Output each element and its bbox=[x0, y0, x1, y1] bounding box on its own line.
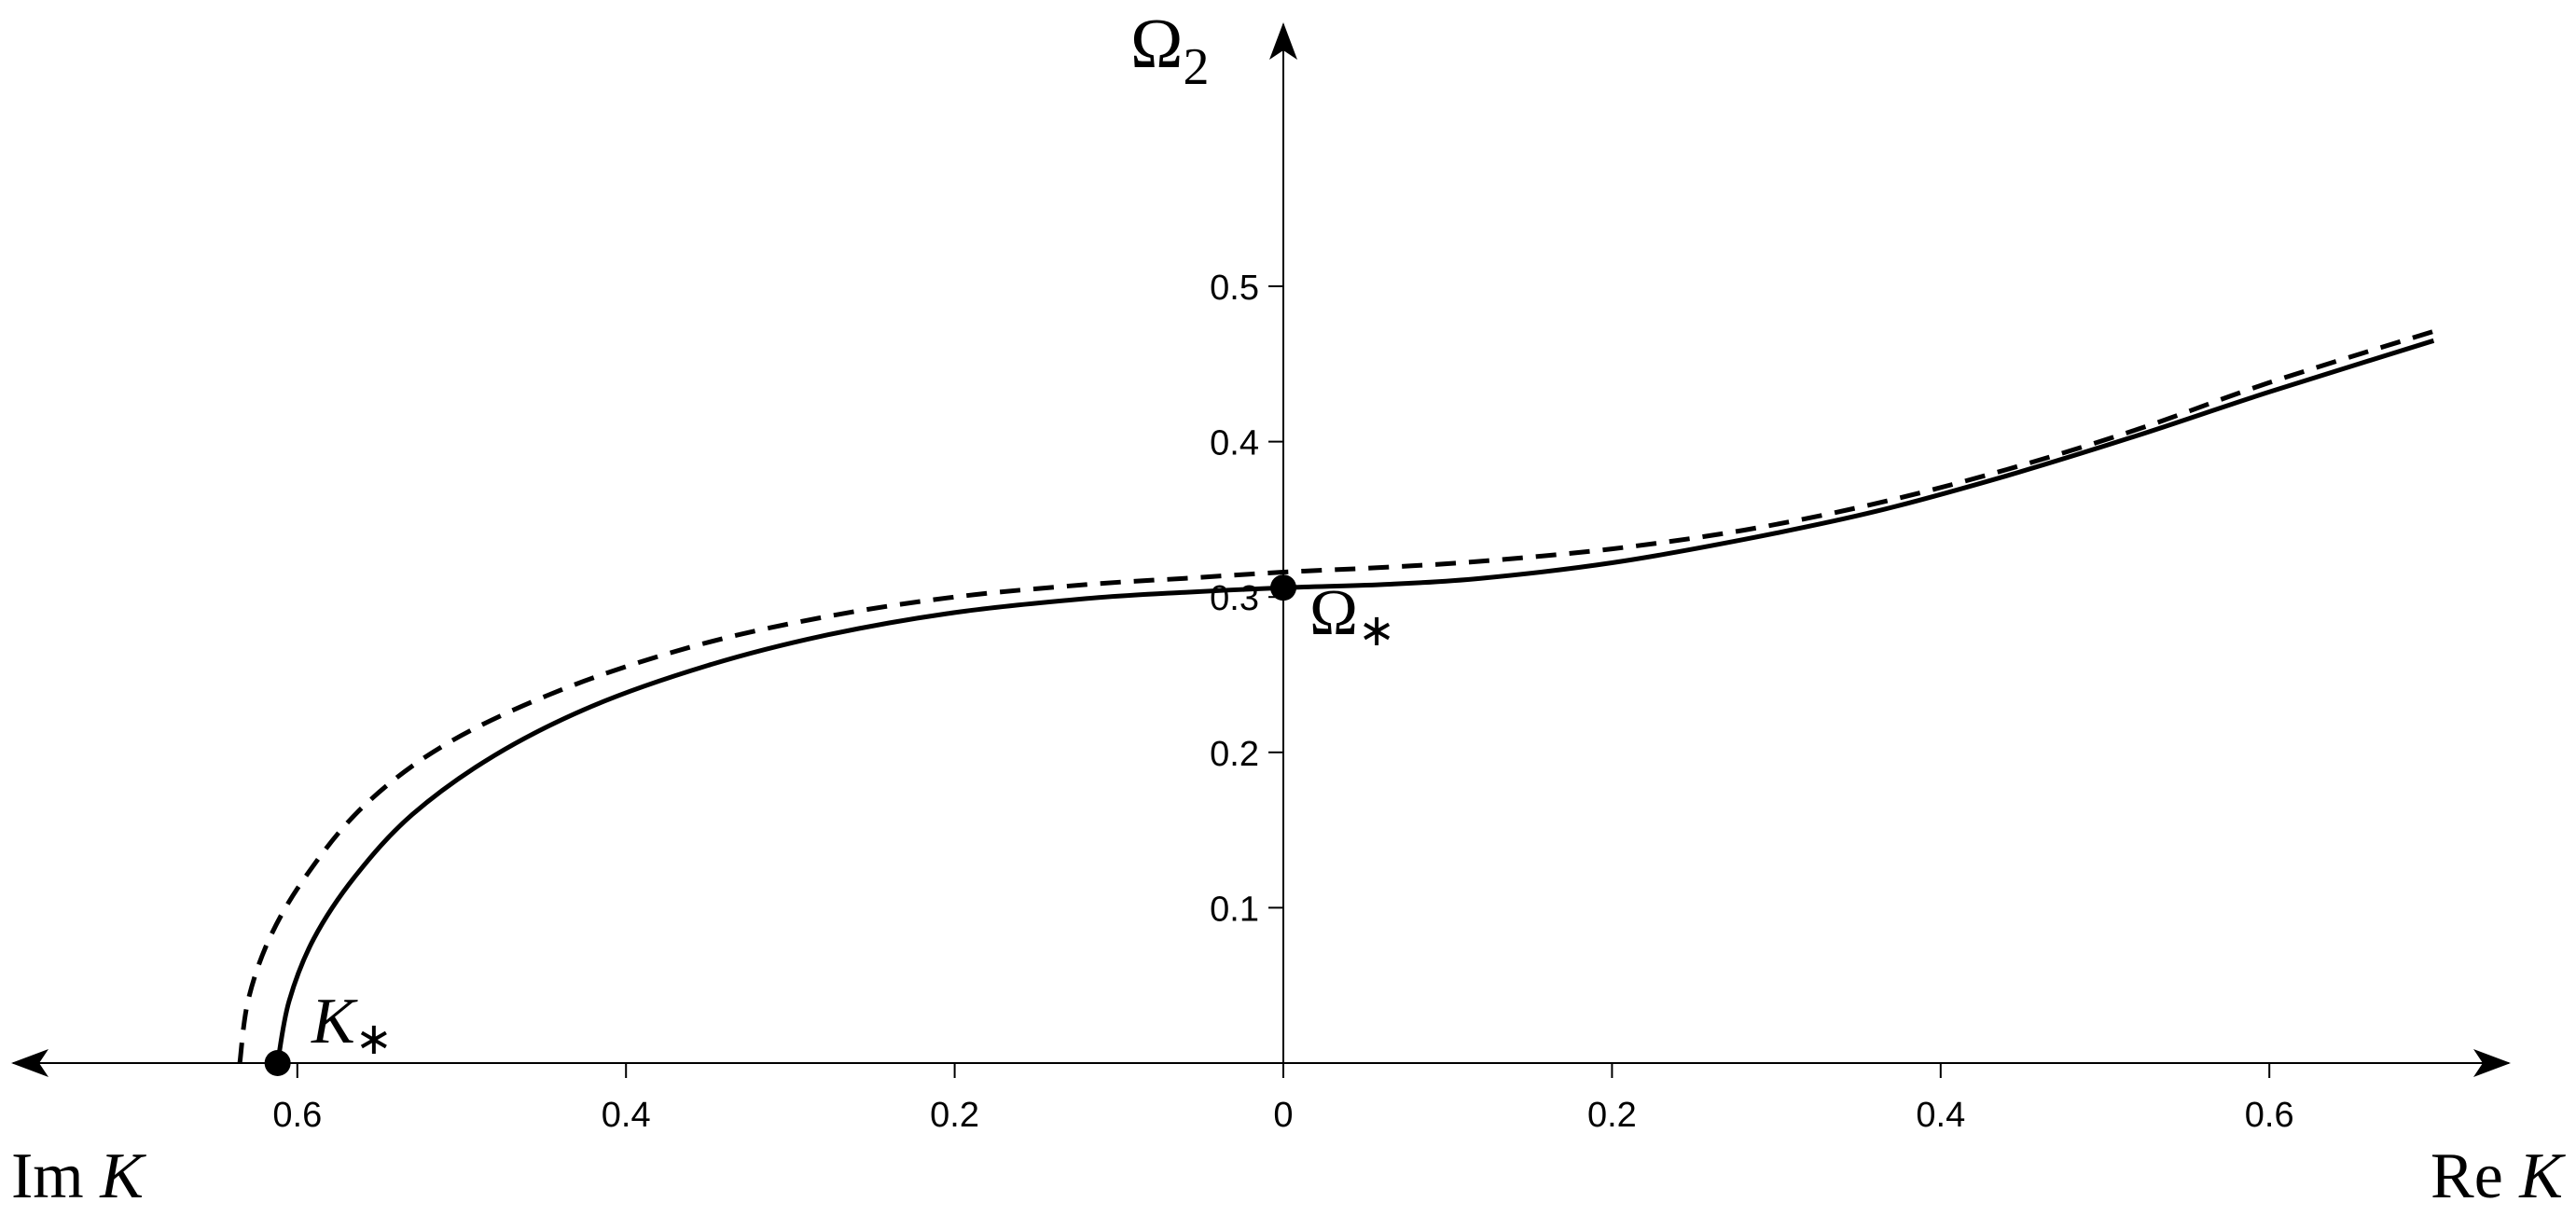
omega-star-label: Ω∗ bbox=[1309, 577, 1395, 656]
y-tick-label: 0.3 bbox=[1210, 579, 1259, 618]
y-tick-label: 0.2 bbox=[1210, 735, 1259, 774]
omega-star-point bbox=[1270, 574, 1296, 601]
y-tick-label: 0.5 bbox=[1210, 269, 1259, 308]
omega-star-symbol: Ω bbox=[1309, 577, 1358, 649]
dashed-curve bbox=[237, 328, 2435, 1064]
y-axis-label-symbol: Ω bbox=[1130, 5, 1183, 83]
x-tick-label: 0.6 bbox=[2245, 1096, 2294, 1135]
x-axis-ticks: 0.6 0.4 0.2 0 0.2 0.4 0.6 bbox=[272, 1063, 2294, 1135]
y-axis-label-subscript: 2 bbox=[1183, 38, 1209, 96]
y-tick-label: 0.4 bbox=[1210, 424, 1259, 463]
k-star-symbol: K bbox=[311, 986, 358, 1057]
omega-star-subscript: ∗ bbox=[1358, 606, 1395, 656]
x-tick-label: 0.4 bbox=[602, 1096, 651, 1135]
axes bbox=[11, 22, 2511, 1077]
marked-points bbox=[264, 574, 1296, 1076]
x-tick-label: 0.2 bbox=[1587, 1096, 1637, 1135]
y-tick-label: 0.1 bbox=[1210, 890, 1259, 929]
solid-curve bbox=[275, 338, 2435, 1064]
k-star-subscript: ∗ bbox=[355, 1015, 393, 1064]
y-axis-ticks: 0.1 0.2 0.3 0.4 0.5 bbox=[1210, 269, 1283, 929]
x-axis-label-right-prefix: Re bbox=[2431, 1140, 2503, 1212]
x-axis-label-left-variable: K bbox=[99, 1140, 146, 1212]
x-axis-label-right: Re K bbox=[2431, 1140, 2566, 1212]
x-axis-label-right-variable: K bbox=[2518, 1140, 2566, 1212]
k-star-label: K∗ bbox=[311, 986, 393, 1064]
series-layer bbox=[237, 328, 2435, 1064]
x-tick-label: 0.6 bbox=[272, 1096, 322, 1135]
k-star-point bbox=[264, 1050, 291, 1076]
x-tick-label: 0 bbox=[1273, 1096, 1293, 1135]
x-tick-label: 0.2 bbox=[930, 1096, 979, 1135]
y-axis-label: Ω2 bbox=[1130, 5, 1209, 96]
x-tick-label: 0.4 bbox=[1916, 1096, 1965, 1135]
x-axis-label-left: Im K bbox=[11, 1140, 146, 1212]
x-axis-label-left-prefix: Im bbox=[11, 1140, 84, 1212]
